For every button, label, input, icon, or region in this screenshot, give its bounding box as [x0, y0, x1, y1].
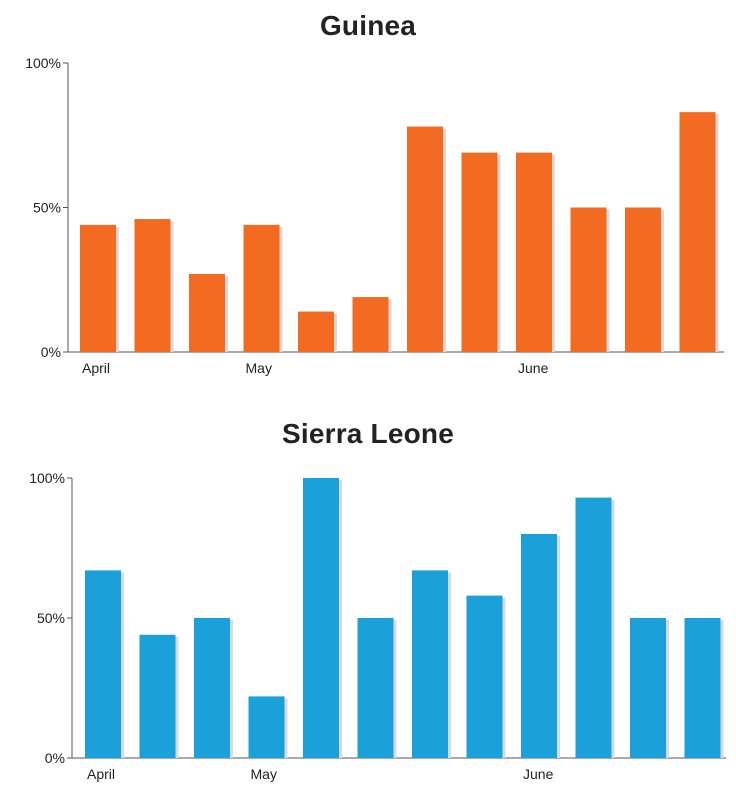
bar	[134, 219, 171, 352]
bar	[85, 570, 121, 758]
y-tick-label: 100%	[25, 55, 61, 71]
chart-title: Guinea	[319, 10, 417, 41]
bar	[248, 696, 285, 758]
bar	[516, 152, 552, 352]
chart-guinea: Guinea 0% 50% 100% April May June	[25, 10, 724, 376]
y-tick-label: 50%	[37, 610, 65, 626]
bar	[466, 595, 503, 758]
bar	[357, 618, 394, 758]
bar	[521, 534, 557, 758]
bar	[352, 297, 389, 352]
x-tick-label: May	[251, 766, 277, 782]
bar	[243, 224, 280, 352]
x-tick-label: May	[246, 360, 272, 376]
bar	[684, 618, 721, 758]
y-tick-label: 0%	[45, 750, 65, 766]
bar	[412, 570, 448, 758]
x-tick-label: June	[523, 766, 554, 782]
bar	[461, 152, 498, 352]
y-tick-label: 0%	[41, 344, 61, 360]
bar	[407, 126, 443, 352]
y-tick-label: 50%	[33, 200, 61, 216]
bar	[630, 618, 666, 758]
bar	[575, 497, 612, 758]
chart-guinea-plot: 0% 50% 100% April May June	[25, 55, 724, 376]
chart-sierra-leone-plot: 0% 50% 100% April May June	[29, 470, 726, 782]
bar	[625, 207, 661, 352]
bar	[679, 112, 716, 352]
x-tick-label: June	[518, 360, 549, 376]
bar	[298, 311, 334, 352]
bar	[194, 618, 230, 758]
bar	[139, 634, 176, 758]
bar	[570, 207, 607, 352]
chart-sierra-leone: Sierra Leone 0% 50% 100% April May June	[0, 410, 736, 788]
bar	[80, 224, 116, 352]
bar	[189, 273, 225, 352]
x-tick-label: April	[87, 766, 115, 782]
x-tick-label: April	[82, 360, 110, 376]
bar	[303, 478, 339, 758]
chart-title: Sierra Leone	[281, 418, 455, 449]
y-tick-label: 100%	[29, 470, 65, 486]
